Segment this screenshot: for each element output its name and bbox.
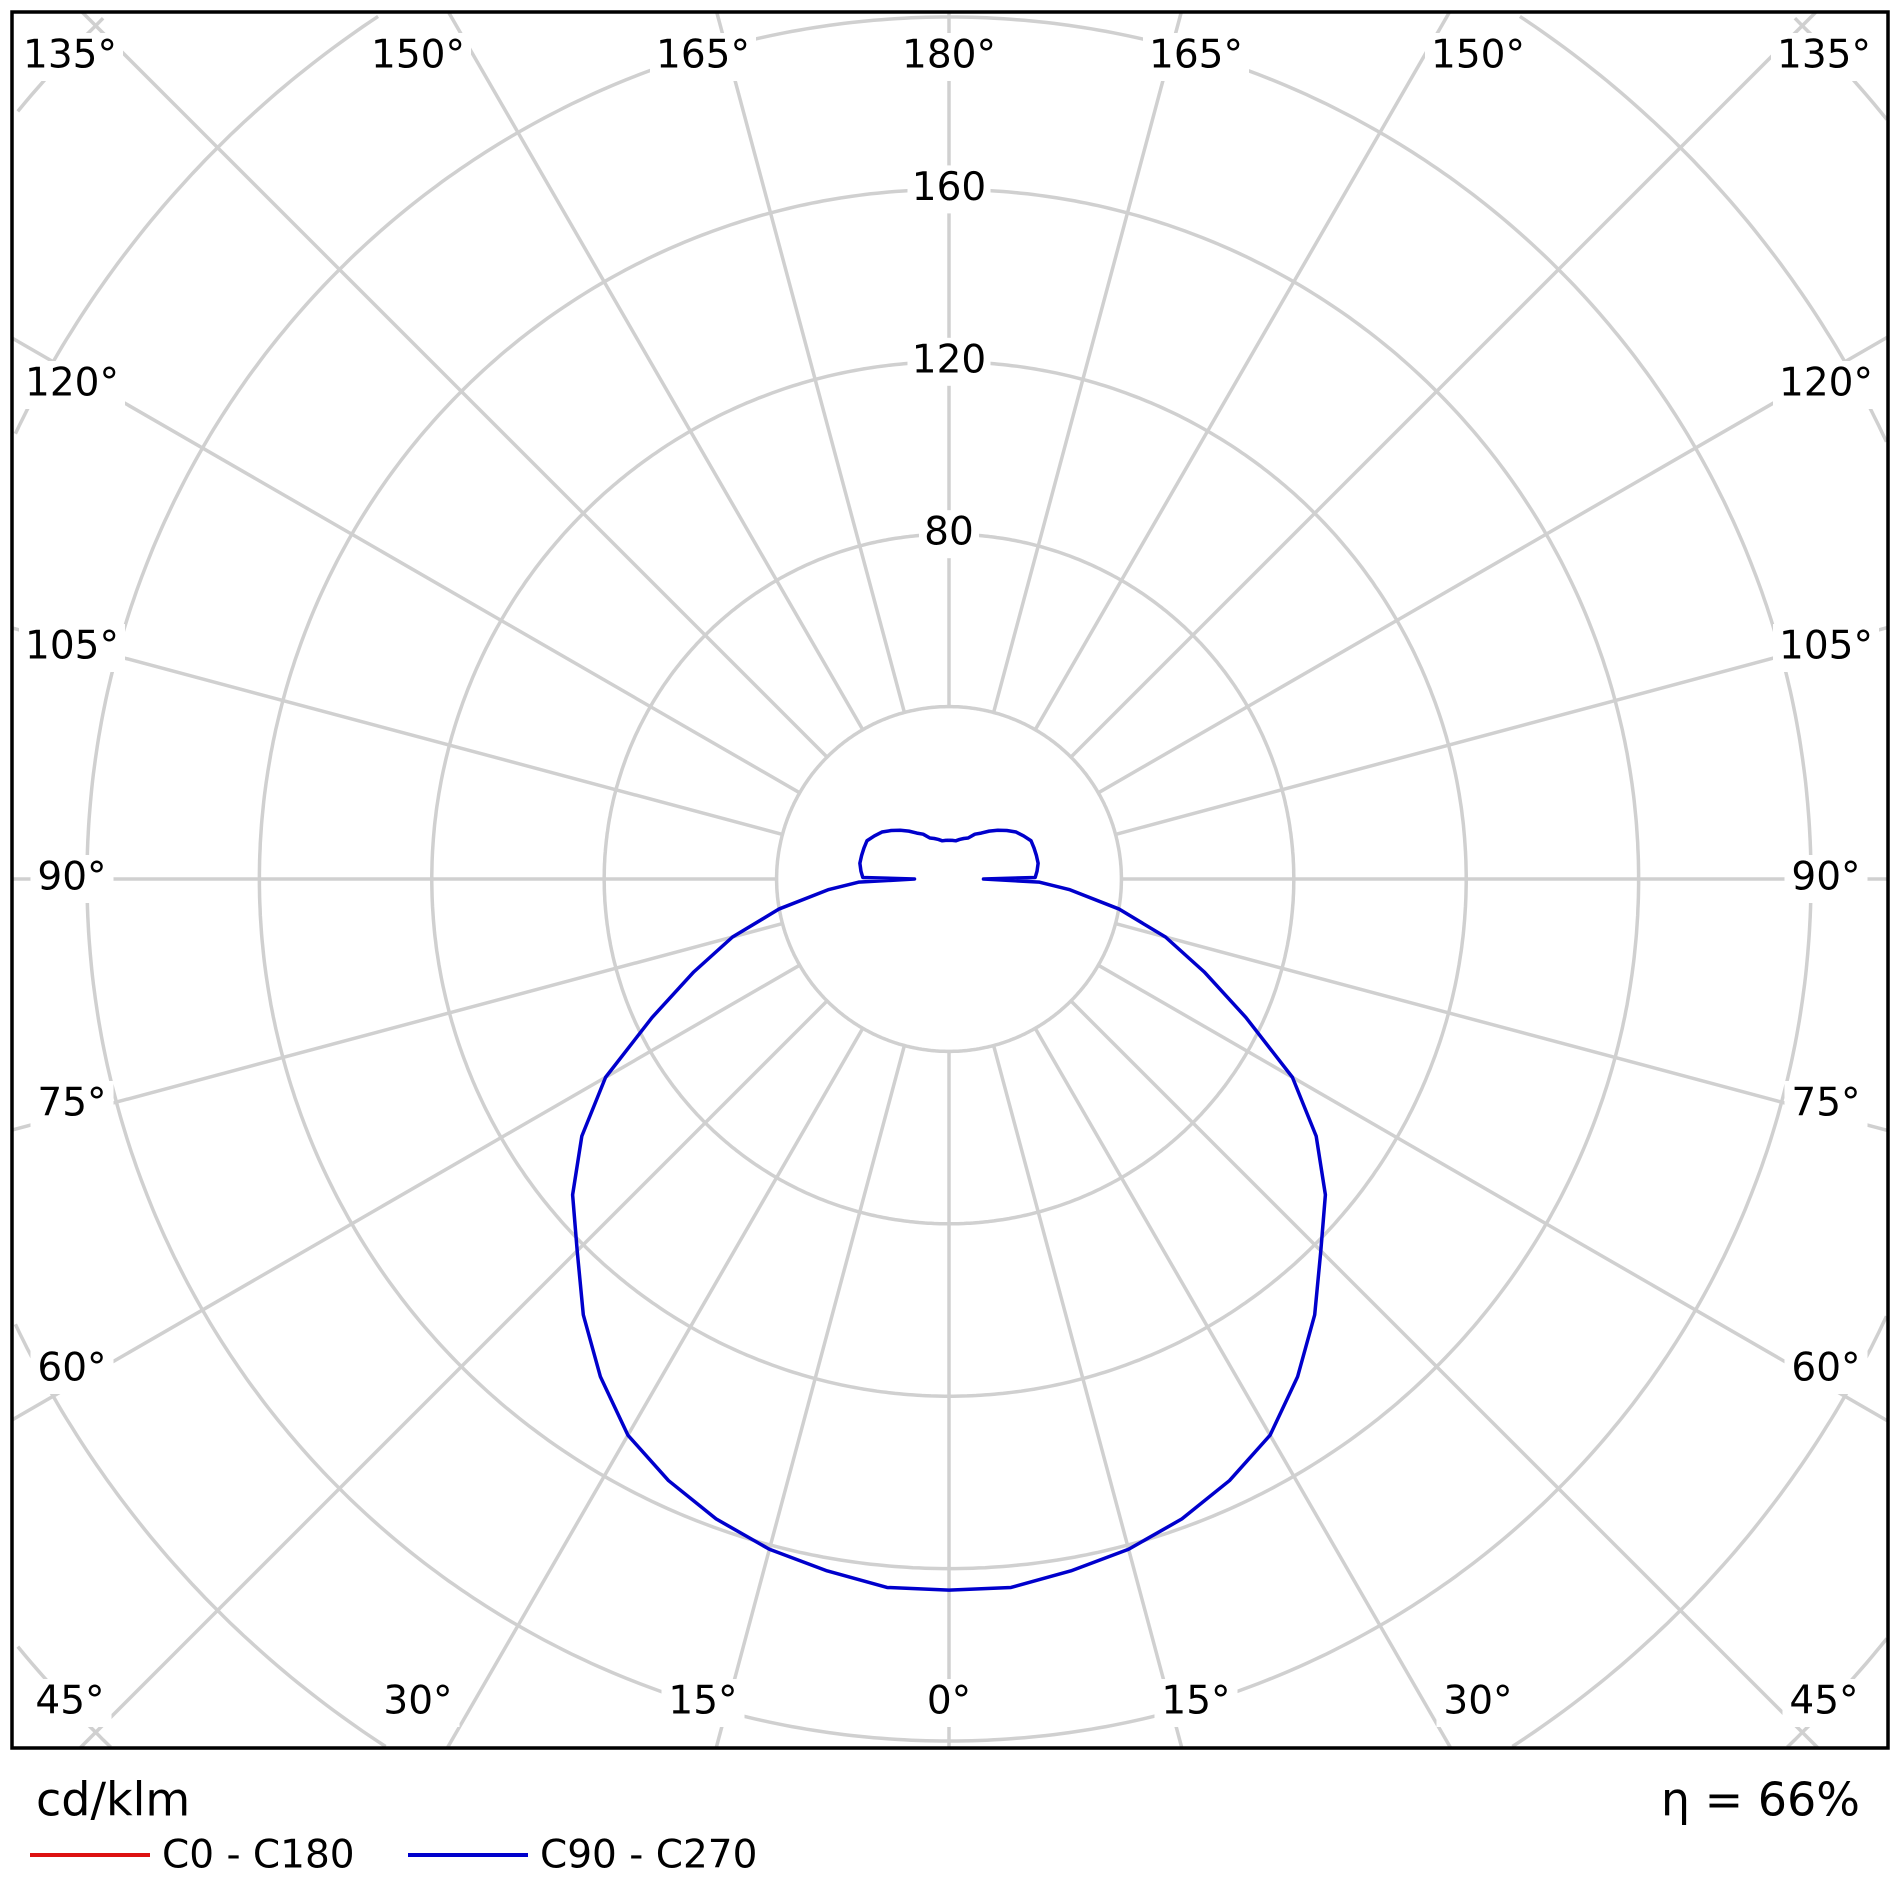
grid-ring-240 — [13, 1323, 387, 1748]
angle-label-top: 150° — [1431, 33, 1525, 78]
grid-spoke — [11, 963, 801, 1422]
angle-label-bottom: 30° — [1443, 1679, 1512, 1724]
angle-label-top: 180° — [902, 33, 996, 78]
grid-spoke — [11, 336, 801, 795]
grid-spoke — [11, 921, 783, 1132]
angle-label-bottom: 45° — [35, 1679, 104, 1724]
unit-label: cd/klm — [36, 1773, 190, 1827]
grid-ring-240 — [1511, 1315, 1889, 1748]
grid-ring-40 — [774, 704, 1124, 1054]
angle-label-right-bg — [1773, 361, 1879, 409]
angle-label-right-bg — [1784, 855, 1868, 903]
grid-spoke — [1069, 999, 1820, 1750]
grid-spoke — [1033, 1027, 1453, 1749]
grid-spoke — [714, 1045, 907, 1749]
grid-ring-240 — [1518, 14, 1889, 443]
grid-spoke — [714, 11, 907, 713]
angle-label-left-bg — [30, 855, 114, 903]
angle-label-top: 165° — [656, 33, 750, 78]
angle-label-right: 75° — [1791, 1081, 1860, 1126]
angle-label-bottom: 15° — [1161, 1679, 1230, 1724]
grid-ring-240 — [13, 14, 380, 435]
angle-label-left: 60° — [37, 1346, 106, 1391]
angle-label-left: 75° — [37, 1081, 106, 1126]
angle-label-bottom: 0° — [927, 1679, 971, 1724]
radial-tick-label: 120 — [912, 337, 986, 382]
angle-label-top-bg — [365, 33, 471, 81]
radial-tick-label-bg — [919, 510, 979, 559]
plot-frame — [10, 10, 1890, 1750]
grid-spoke — [1097, 963, 1889, 1423]
angle-label-right-bg — [1784, 1346, 1868, 1394]
legend-label-c90-c270: C90 - C270 — [540, 1833, 757, 1878]
grid-spoke — [78, 999, 829, 1750]
angle-label-left: 105° — [25, 624, 119, 669]
angle-label-bottom: 45° — [1789, 1679, 1858, 1724]
angle-label-left: 90° — [37, 855, 106, 900]
angle-label-bottom-bg — [919, 1679, 979, 1727]
angle-label-top: 135° — [23, 33, 117, 78]
angle-label-top-bg — [896, 33, 1002, 81]
efficiency-label: η = 66% — [1661, 1773, 1860, 1827]
grid-spoke — [1097, 335, 1889, 795]
radial-tick-label: 80 — [924, 510, 974, 555]
grid-spoke — [11, 626, 783, 837]
grid-spoke — [446, 11, 865, 731]
angle-label-left-bg — [30, 1081, 114, 1129]
legend-label-c0-c180: C0 - C180 — [162, 1833, 355, 1878]
radial-tick-label: 160 — [912, 165, 986, 210]
angle-label-bottom: 30° — [383, 1679, 452, 1724]
angle-label-right: 105° — [1779, 624, 1873, 669]
angle-label-top: 150° — [371, 33, 465, 78]
grid — [11, 10, 1889, 1750]
angle-label-left-bg — [30, 1346, 114, 1394]
angle-label-top-bg — [650, 33, 756, 81]
radial-tick-label-bg — [907, 337, 991, 386]
angle-label-bottom-bg — [1436, 1679, 1520, 1727]
angle-label-right: 120° — [1779, 361, 1873, 406]
grid-spoke — [991, 1045, 1184, 1749]
angle-label-top-bg — [17, 33, 123, 81]
radial-tick-label-bg — [907, 165, 991, 214]
angle-label-top-bg — [1771, 33, 1877, 81]
grid-spoke — [1115, 625, 1889, 837]
grid-spoke — [80, 10, 829, 759]
series-curve-1 — [570, 828, 1328, 1592]
angle-label-bottom: 15° — [668, 1679, 737, 1724]
angle-label-left-bg — [19, 361, 125, 409]
angle-label-top-bg — [1425, 33, 1531, 81]
angle-label-left-bg — [19, 624, 125, 672]
angle-label-bottom-bg — [1154, 1679, 1238, 1727]
angle-label-top-bg — [1143, 33, 1249, 81]
grid-spoke — [1069, 10, 1818, 759]
angle-label-bottom-bg — [28, 1679, 112, 1727]
grid-spoke — [991, 11, 1184, 713]
grid-spoke — [1033, 11, 1452, 731]
angle-label-bottom-bg — [1782, 1679, 1866, 1727]
angle-label-bottom-bg — [661, 1679, 745, 1727]
angle-label-right-bg — [1784, 1081, 1868, 1129]
angle-label-top: 135° — [1777, 33, 1871, 78]
angle-label-top: 165° — [1149, 33, 1243, 78]
angle-label-left: 120° — [25, 361, 119, 406]
grid-spoke — [1115, 921, 1889, 1133]
curves — [570, 828, 1328, 1592]
angle-label-right: 90° — [1791, 855, 1860, 900]
angle-label-right-bg — [1773, 624, 1879, 672]
angle-label-bottom-bg — [376, 1679, 460, 1727]
labels: 80 120 160 135° 150° 165° 180° 165° 150° 135° 45° 3… — [17, 33, 1879, 1727]
grid-spoke — [445, 1027, 865, 1749]
angle-label-right: 60° — [1791, 1346, 1860, 1391]
